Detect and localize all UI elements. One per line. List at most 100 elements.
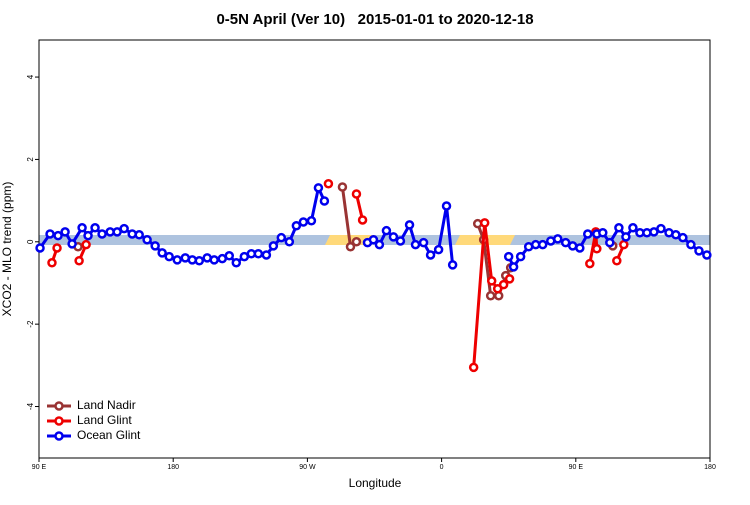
data-point (694, 246, 704, 256)
data-point (468, 362, 479, 373)
data-point (172, 255, 182, 265)
data-point (374, 239, 385, 250)
data-point (77, 223, 87, 233)
legend-label: Land Glint (77, 413, 132, 427)
data-point (313, 183, 324, 193)
data-point (425, 250, 436, 260)
data-point (298, 217, 309, 227)
legend-marker (54, 416, 64, 426)
data-point (628, 223, 638, 233)
x-tick-label: 180 (704, 464, 716, 471)
data-point (598, 227, 608, 238)
y-axis-label: XCO2 - MLO trend (ppm) (0, 182, 14, 317)
data-point (686, 239, 696, 250)
data-point (45, 229, 55, 239)
y-tick-label: -2 (26, 320, 35, 328)
data-point (52, 243, 62, 253)
y-tick-label: 0 (26, 239, 35, 244)
data-point (357, 215, 368, 225)
data-point (508, 262, 519, 272)
data-point (319, 196, 330, 206)
data-point (351, 189, 362, 199)
data-point (261, 250, 272, 260)
legend-label: Land Nadir (77, 398, 136, 412)
data-point (404, 220, 415, 230)
data-point (323, 178, 334, 189)
data-point (553, 234, 563, 244)
legend-marker (54, 401, 64, 411)
data-point (276, 232, 287, 243)
data-point (345, 241, 356, 252)
data-point (537, 239, 548, 250)
x-tick-label: 0 (440, 464, 444, 471)
data-point (560, 237, 571, 248)
data-point (53, 230, 63, 241)
data-point (194, 255, 205, 266)
data-point (498, 279, 509, 290)
data-point (268, 241, 279, 251)
data-point (83, 230, 93, 241)
data-point (209, 255, 219, 265)
data-point (582, 229, 593, 239)
data-point (306, 216, 317, 226)
data-point (485, 290, 496, 301)
y-tick-label: 4 (26, 74, 35, 79)
data-point (612, 255, 622, 266)
data-point (381, 225, 392, 236)
data-point (231, 258, 242, 268)
legend-label: Ocean Glint (77, 428, 141, 442)
data-point (284, 237, 295, 247)
data-point (90, 223, 100, 233)
data-point (575, 243, 585, 253)
y-tick-label: -4 (26, 402, 35, 410)
data-point (47, 258, 57, 268)
data-point (253, 248, 264, 259)
data-point (388, 232, 399, 242)
series-line (50, 193, 626, 368)
data-point (112, 227, 122, 237)
x-tick-label: 90 W (299, 464, 316, 471)
data-point (142, 234, 152, 245)
data-point (134, 230, 144, 240)
data-point (614, 223, 624, 233)
data-point (224, 251, 235, 261)
data-point (291, 220, 302, 231)
data-point (479, 218, 490, 228)
data-point (503, 251, 514, 262)
x-tick-label: 90 E (32, 464, 47, 471)
data-point (395, 236, 406, 246)
data-point (621, 232, 631, 242)
data-point (702, 250, 712, 260)
x-axis-label: Longitude (349, 476, 402, 490)
data-point (441, 201, 452, 211)
y-tick-label: 2 (26, 157, 35, 162)
data-point (35, 243, 45, 253)
data-point (418, 237, 429, 248)
data-point (492, 283, 503, 294)
data-point (433, 244, 444, 255)
data-point (504, 274, 515, 284)
data-point (67, 239, 77, 249)
legend-marker (54, 431, 64, 441)
data-point (678, 232, 688, 243)
data-point (337, 182, 348, 192)
data-point (368, 234, 379, 245)
data-point (150, 241, 160, 251)
data-point (619, 239, 629, 250)
data-point (119, 223, 129, 234)
data-point (97, 229, 107, 239)
data-point (351, 237, 362, 247)
data-point (157, 248, 167, 258)
data-point (60, 227, 70, 237)
x-tick-label: 180 (167, 464, 179, 471)
data-point (447, 260, 458, 270)
x-tick-label: 90 E (569, 464, 584, 471)
data-point (656, 223, 666, 234)
data-point (605, 237, 615, 248)
data-point (649, 227, 659, 237)
data-point (515, 251, 526, 262)
